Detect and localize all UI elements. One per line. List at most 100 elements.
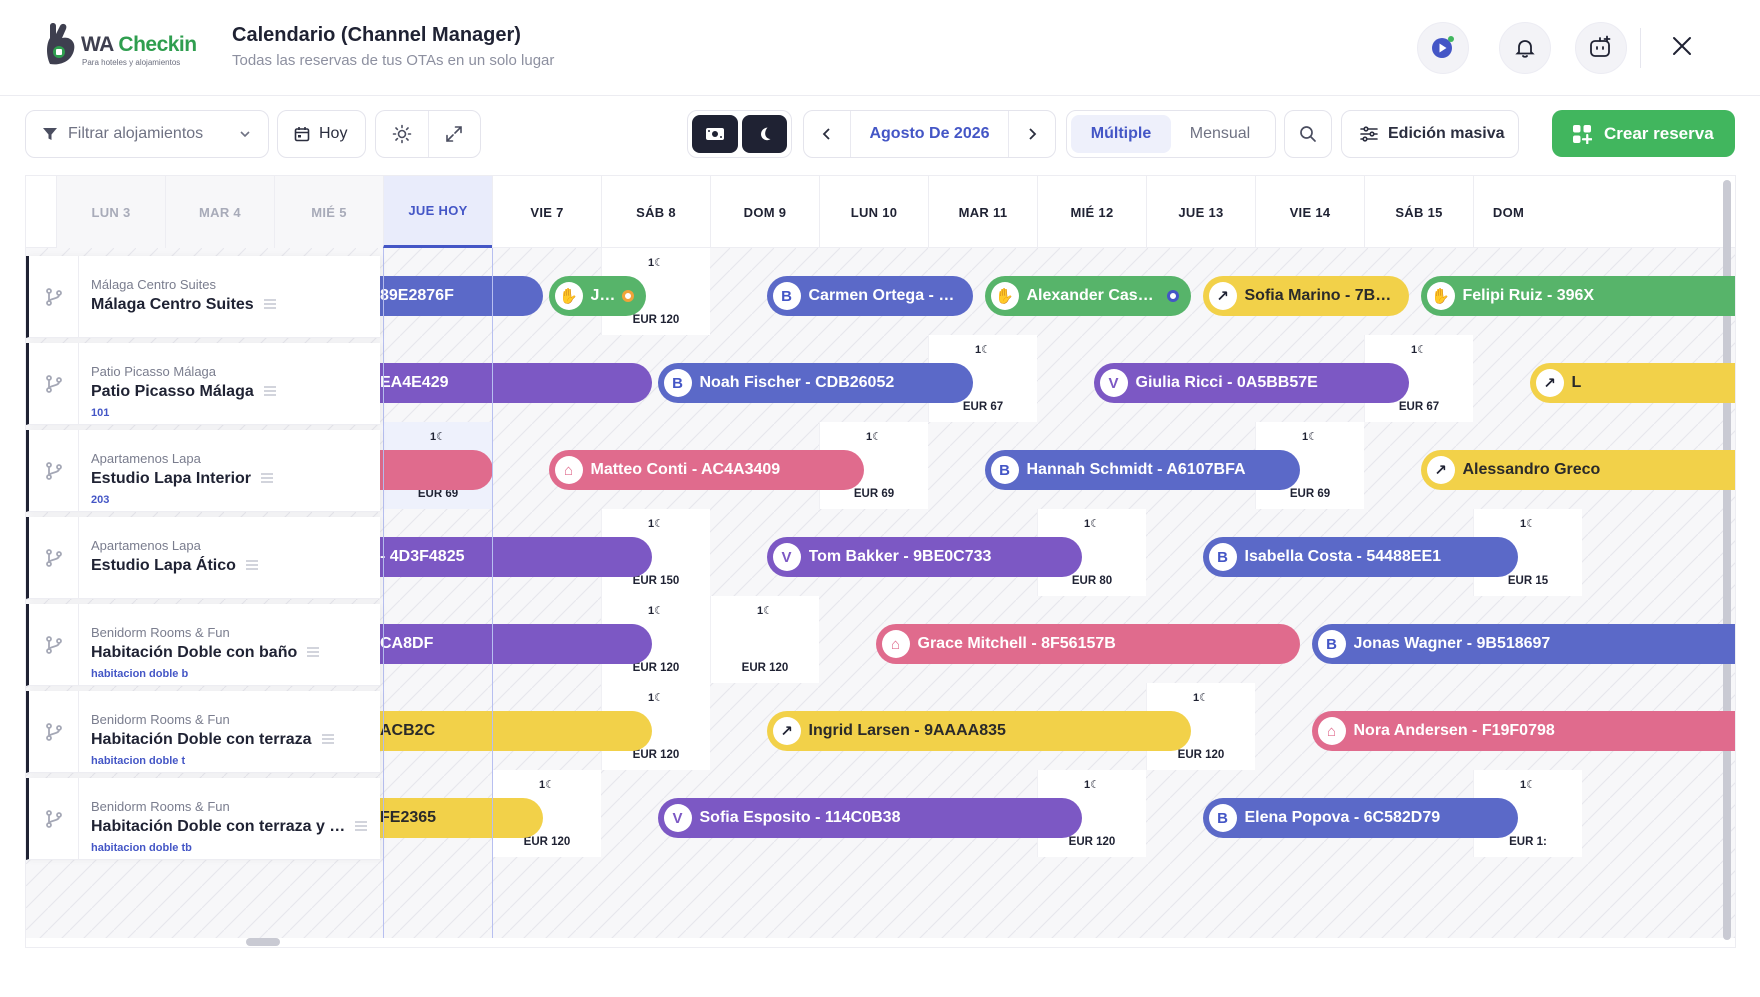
day-header[interactable]: DOM	[1473, 176, 1543, 248]
menu-lines-icon[interactable]	[261, 470, 274, 488]
booking-bar[interactable]: B Isabella Costa - 54488EE1	[1202, 537, 1519, 577]
booking-bar[interactable]: CA8DF	[380, 624, 652, 664]
close-button[interactable]	[1662, 26, 1702, 66]
drag-handle[interactable]	[29, 256, 79, 338]
drag-handle[interactable]	[29, 343, 79, 425]
menu-lines-icon[interactable]	[263, 383, 276, 401]
availability-cell[interactable]: 1☾ EUR 120	[710, 596, 819, 683]
property-row-header[interactable]: Patio Picasso Málaga Patio Picasso Málaga…	[26, 343, 380, 425]
booking-bar[interactable]: V Giulia Ricci - 0A5BB57E	[1093, 363, 1410, 403]
filter-properties-dropdown[interactable]: Filtrar alojamientos	[25, 110, 269, 158]
menu-lines-icon[interactable]	[321, 731, 334, 749]
tab-multiple[interactable]: Múltiple	[1071, 115, 1171, 153]
day-header[interactable]: VIE 14	[1255, 176, 1364, 248]
next-month-button[interactable]	[1009, 111, 1055, 157]
brightness-toggle-button[interactable]	[376, 111, 428, 157]
vertical-scrollbar[interactable]	[1723, 180, 1731, 940]
day-header[interactable]: MIÉ 12	[1037, 176, 1146, 248]
availability-cell[interactable]: 1☾ EUR 150	[601, 509, 710, 596]
drag-handle[interactable]	[29, 778, 79, 860]
mass-edit-button[interactable]: Edición masiva	[1341, 110, 1519, 158]
booking-bar[interactable]: V Tom Bakker - 9BE0C733	[766, 537, 1083, 577]
video-tutorial-button[interactable]	[1417, 22, 1469, 74]
property-row-header[interactable]: Benidorm Rooms & Fun Habitación Doble con…	[26, 691, 380, 773]
booking-channel-icon: B	[663, 369, 692, 397]
booking-channel-icon: B	[1208, 543, 1237, 571]
booking-bar[interactable]: V Sofia Esposito - 114C0B38	[657, 798, 1083, 838]
booking-bar[interactable]: ⌂ Grace Mitchell - 8F56157B	[875, 624, 1301, 664]
booking-bar[interactable]: - 4D3F4825	[380, 537, 652, 577]
day-header[interactable]: MAR 4	[165, 176, 274, 248]
day-header[interactable]: SÁB 15	[1364, 176, 1473, 248]
nights-mode-button[interactable]	[741, 115, 787, 153]
property-name-text: Habitación Doble con terraza y …	[91, 818, 346, 835]
tab-monthly[interactable]: Mensual	[1189, 125, 1251, 142]
booking-bar[interactable]: ↗ Alessandro Greco	[1420, 450, 1735, 490]
horizontal-scrollbar[interactable]	[246, 938, 280, 946]
booking-bar[interactable]: FE2365	[380, 798, 543, 838]
booking-bar[interactable]: ✋ JOSE…	[548, 276, 647, 316]
property-row-header[interactable]: Apartamenos Lapa Estudio Lapa Interior 203	[26, 430, 380, 512]
property-group-name: Benidorm Rooms & Fun	[91, 625, 230, 640]
day-header[interactable]: MAR 11	[928, 176, 1037, 248]
month-label[interactable]: Agosto De 2026	[850, 111, 1009, 157]
availability-cell[interactable]: 1☾ EUR 120	[601, 596, 710, 683]
booking-bar[interactable]: ↗ L	[1529, 363, 1735, 403]
day-header[interactable]: JUE 13	[1146, 176, 1255, 248]
day-header[interactable]: MIÉ 5	[274, 176, 383, 248]
booking-bar[interactable]: 89E2876F	[380, 276, 543, 316]
day-header[interactable]: LUN 10	[819, 176, 928, 248]
menu-lines-icon[interactable]	[263, 296, 276, 314]
drag-handle[interactable]	[29, 691, 79, 773]
drag-handle[interactable]	[29, 604, 79, 686]
day-header[interactable]: LUN 3	[56, 176, 165, 248]
booking-bar[interactable]: ⌂ Nora Andersen - F19F0798	[1311, 711, 1735, 751]
today-button[interactable]: Hoy	[277, 110, 366, 158]
booking-bar[interactable]: ✋ Felipi Ruiz - 396X	[1420, 276, 1735, 316]
menu-lines-icon[interactable]	[355, 818, 368, 836]
logo[interactable]: WA Checkin Para hoteles y alojamientos	[44, 20, 204, 72]
drag-handle[interactable]	[29, 517, 79, 599]
booking-bar[interactable]: ⌂ Matteo Conti - AC4A3409	[548, 450, 865, 490]
property-row-header[interactable]: Benidorm Rooms & Fun Habitación Doble con…	[26, 778, 380, 860]
notifications-button[interactable]	[1499, 22, 1551, 74]
search-button[interactable]	[1284, 110, 1332, 158]
booking-bar[interactable]: ACB2C	[380, 711, 652, 751]
price-mode-button[interactable]	[692, 115, 738, 153]
booking-bar[interactable]: B Carmen Ortega - 6D6…	[766, 276, 974, 316]
booking-channel-icon: B	[772, 282, 801, 310]
property-row-header[interactable]: Málaga Centro Suites Málaga Centro Suites	[26, 256, 380, 338]
booking-bar[interactable]: ✋ Alexander Castro - 2…	[984, 276, 1192, 316]
airbnb-channel-icon: ⌂	[554, 456, 583, 484]
booking-bar[interactable]: ↗ Ingrid Larsen - 9AAAA835	[766, 711, 1192, 751]
booking-label: FE2365	[380, 809, 437, 826]
booking-bar[interactable]: EA4E429	[380, 363, 652, 403]
day-header[interactable]: DOM 9	[710, 176, 819, 248]
booking-bar[interactable]: B Jonas Wagner - 9B518697	[1311, 624, 1735, 664]
availability-cell[interactable]: 1☾ EUR 120	[601, 683, 710, 770]
create-booking-button[interactable]: Crear reserva	[1552, 110, 1735, 157]
menu-lines-icon[interactable]	[307, 644, 320, 662]
support-chat-button[interactable]	[1575, 22, 1627, 74]
booking-bar[interactable]	[380, 450, 494, 490]
day-header[interactable]: SÁB 8	[601, 176, 710, 248]
calendar-body: 1☾ EUR 120 89E2876F ✋ JOSE… B Carmen Ortega - …	[26, 248, 1735, 938]
header-divider	[1640, 28, 1641, 68]
price-label: EUR 120	[632, 314, 680, 326]
price-label: EUR 67	[1398, 401, 1440, 413]
day-header[interactable]: JUE HOY	[383, 176, 492, 248]
price-label: EUR 69	[1289, 488, 1331, 500]
property-row-header[interactable]: Apartamenos Lapa Estudio Lapa Ático	[26, 517, 380, 599]
fullscreen-button[interactable]	[428, 111, 480, 157]
booking-bar[interactable]: B Elena Popova - 6C582D79	[1202, 798, 1519, 838]
booking-label: Matteo Conti - AC4A3409	[590, 461, 781, 478]
drag-handle[interactable]	[29, 430, 79, 512]
booking-bar[interactable]: B Noah Fischer - CDB26052	[657, 363, 974, 403]
property-row-header[interactable]: Benidorm Rooms & Fun Habitación Doble con…	[26, 604, 380, 686]
day-header[interactable]: VIE 7	[492, 176, 601, 248]
previous-month-button[interactable]	[804, 111, 850, 157]
menu-lines-icon[interactable]	[245, 557, 258, 575]
header: WA Checkin Para hoteles y alojamientos C…	[0, 0, 1760, 96]
booking-bar[interactable]: ↗ Sofia Marino - 7B3656…	[1202, 276, 1410, 316]
booking-bar[interactable]: B Hannah Schmidt - A6107BFA	[984, 450, 1301, 490]
